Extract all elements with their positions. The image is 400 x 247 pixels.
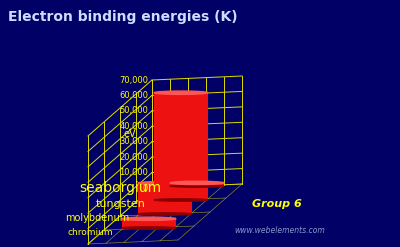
Ellipse shape (138, 182, 192, 185)
Ellipse shape (138, 213, 192, 215)
Polygon shape (174, 218, 176, 229)
Text: molybdenum: molybdenum (65, 213, 130, 223)
Polygon shape (206, 92, 208, 201)
Polygon shape (190, 182, 192, 215)
Text: www.webelements.com: www.webelements.com (235, 226, 325, 235)
Text: 70,000: 70,000 (119, 76, 148, 84)
Text: 20,000: 20,000 (119, 153, 148, 162)
Ellipse shape (170, 185, 224, 187)
Polygon shape (122, 218, 176, 229)
Text: Group 6: Group 6 (252, 199, 301, 209)
Polygon shape (170, 182, 224, 187)
Text: Electron binding energies (K): Electron binding energies (K) (8, 10, 238, 24)
Text: eV: eV (124, 129, 136, 139)
Ellipse shape (122, 217, 176, 220)
Polygon shape (138, 182, 192, 215)
Text: chromium: chromium (68, 228, 114, 237)
Text: 40,000: 40,000 (119, 122, 148, 131)
Text: 30,000: 30,000 (119, 137, 148, 146)
Text: tungsten: tungsten (96, 199, 146, 209)
Polygon shape (222, 182, 224, 187)
Ellipse shape (154, 199, 208, 201)
Text: 50,000: 50,000 (119, 106, 148, 115)
Ellipse shape (170, 181, 224, 185)
Text: 60,000: 60,000 (119, 91, 148, 100)
Ellipse shape (122, 227, 176, 229)
Ellipse shape (154, 91, 208, 94)
Text: 0: 0 (143, 184, 148, 192)
Text: 10,000: 10,000 (119, 168, 148, 177)
Polygon shape (154, 92, 208, 201)
Text: seaborgium: seaborgium (79, 181, 162, 195)
